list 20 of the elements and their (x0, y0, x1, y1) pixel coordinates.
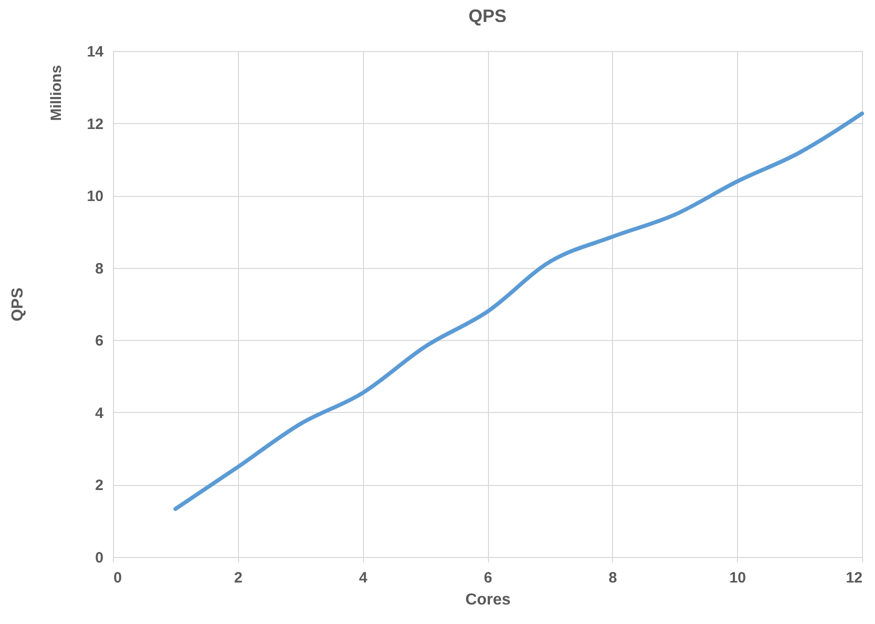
text: Millions (48, 65, 65, 121)
y-tick-label: 10 (86, 188, 104, 206)
y-axis-title: QPS (10, 287, 26, 322)
x-tick-label: 0 (114, 570, 122, 586)
x-tick-label: 12 (846, 570, 862, 586)
x-tick-label: 4 (358, 570, 368, 586)
y-tick-label: 0 (95, 550, 104, 566)
x-tick-label: 8 (608, 570, 618, 586)
y-tick-label: 6 (95, 332, 104, 350)
y-tick-label: 2 (95, 477, 104, 494)
y-tick-label: 4 (95, 404, 104, 422)
x-axis-title: Cores (465, 592, 511, 608)
x-tick-label: 10 (729, 570, 746, 586)
y-tick-label: 14 (86, 44, 104, 60)
y-tick-label: 12 (86, 116, 104, 133)
x-tick-label: 2 (234, 570, 243, 586)
y-tick-label: 8 (95, 260, 104, 278)
x-tick-label: 6 (484, 570, 492, 586)
chart-title: QPS (468, 6, 507, 26)
line-series (173, 112, 864, 511)
